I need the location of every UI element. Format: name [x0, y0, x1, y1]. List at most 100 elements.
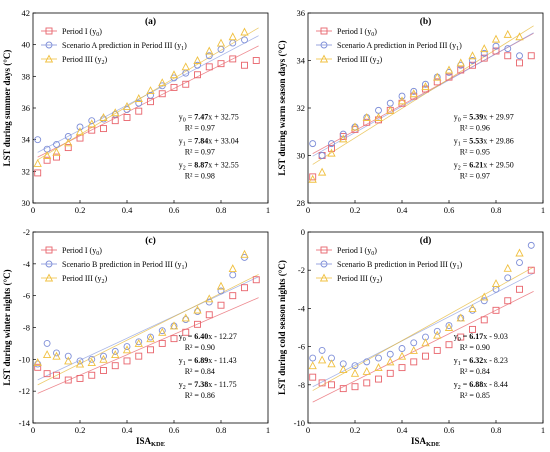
x-tick-label: 0.4 — [122, 425, 133, 435]
data-point — [111, 350, 120, 359]
equation-lhs: y — [454, 332, 458, 341]
data-point — [216, 281, 226, 290]
equation-slope: 6.89 — [194, 356, 208, 365]
legend-label-main: Period I (y — [337, 246, 371, 255]
equation-lhs-sub: 2 — [183, 165, 186, 171]
panel-a: 0 0.2 0.4 0.6 0.8 1 30 32 34 36 38 40 42 LST during s… — [2, 8, 270, 215]
fit-r-squared: R² = 0.84 — [460, 367, 490, 376]
data-point — [100, 352, 107, 360]
data-point — [181, 62, 190, 71]
fit-equation: y0 = 6.40x - 12.27 — [179, 332, 237, 343]
legend-label-main: Period I (y — [62, 246, 96, 255]
data-point — [444, 323, 454, 331]
equation-equals: = — [461, 160, 470, 169]
data-point — [228, 264, 237, 273]
x-tick-label: 0.6 — [169, 205, 180, 215]
equation-lhs: y — [179, 136, 183, 145]
data-point — [53, 371, 60, 379]
plot-frame — [307, 231, 544, 424]
y-tick-label: 38 — [22, 71, 31, 81]
series-3-points — [33, 249, 249, 368]
data-point — [75, 359, 85, 368]
equation-slope: 6.40 — [194, 332, 208, 341]
data-point — [122, 345, 132, 354]
data-point — [216, 38, 226, 47]
x-tick-label: 0.8 — [216, 425, 227, 435]
series-1-points — [309, 266, 535, 393]
legend-label-sub: 2 — [377, 60, 380, 66]
data-point — [350, 122, 360, 131]
equation-slope: 8.87 — [194, 160, 208, 169]
y-tick-label: 42 — [22, 8, 31, 18]
data-point — [205, 46, 214, 55]
legend: Period I (y0)Scenario B prediction in Pe… — [41, 246, 188, 285]
data-point — [503, 29, 512, 38]
equation-equals: = — [461, 332, 470, 341]
fit-equation: y2 = 6.21x + 29.50 — [454, 160, 514, 171]
data-point — [308, 174, 317, 183]
data-point — [309, 173, 317, 181]
data-point — [309, 354, 317, 362]
data-point — [480, 316, 488, 324]
data-point — [146, 86, 155, 95]
legend-label-sub: 0 — [371, 32, 374, 38]
data-point — [182, 328, 190, 336]
y-tick-label: -8 — [298, 380, 305, 390]
fit-line — [37, 274, 259, 386]
data-point — [410, 339, 418, 347]
x-tick-label: 0 — [31, 425, 35, 435]
fit-line — [312, 290, 534, 403]
legend-label-sub: 1 — [457, 265, 460, 271]
equation-lhs: y — [454, 136, 458, 145]
y-tick-label: 30 — [22, 198, 31, 208]
equation-equals: = — [461, 136, 470, 145]
data-point — [100, 125, 107, 133]
legend-label: Period I (y0) — [337, 27, 377, 38]
data-point — [122, 101, 132, 110]
data-point — [123, 343, 131, 351]
equation-rest: x + 32.55 — [208, 160, 239, 169]
legend-marker — [45, 41, 53, 49]
data-point — [34, 136, 42, 144]
data-point — [421, 338, 430, 347]
fit-r-squared: R² = 0.90 — [460, 343, 490, 352]
data-point — [351, 362, 359, 370]
data-point — [88, 371, 96, 379]
equation-lhs-sub: 1 — [458, 361, 461, 367]
data-point — [375, 106, 382, 114]
equation-rest: x - 8.23 — [483, 356, 508, 365]
y-tick-label: -2 — [23, 227, 30, 237]
data-point — [516, 285, 523, 293]
equation-rest: x + 29.86 — [483, 136, 514, 145]
x-axis-label-sub: KDE — [151, 441, 165, 447]
data-point — [375, 354, 382, 362]
equation-slope: 7.84 — [194, 136, 208, 145]
legend-label-main: Scenario A prediction in Period III (y — [337, 41, 456, 50]
y-tick-label: 36 — [22, 103, 31, 113]
equation-lhs: y — [179, 160, 183, 169]
y-axis-label: LST during warm season days (°C) — [277, 40, 287, 175]
data-point — [99, 354, 108, 363]
legend-label-sub: 1 — [182, 265, 185, 271]
data-point — [339, 134, 348, 143]
data-point — [457, 333, 465, 341]
panel-label: (b) — [420, 16, 432, 27]
data-point — [433, 78, 441, 86]
x-tick-label: 1 — [266, 205, 270, 215]
series-2-points — [34, 254, 248, 368]
fit-r-squared: R² = 0.96 — [460, 123, 490, 132]
equation-lhs: y — [454, 112, 458, 121]
legend-label-sub: 2 — [377, 279, 380, 285]
data-point — [53, 349, 60, 357]
data-point — [527, 52, 535, 60]
data-point — [182, 80, 190, 88]
fit-r-squared: R² = 0.85 — [460, 391, 490, 400]
series-1-points — [34, 55, 260, 177]
data-point — [64, 356, 73, 365]
equation-slope: 6.21 — [469, 160, 483, 169]
data-point — [504, 297, 512, 305]
data-point — [504, 45, 512, 53]
